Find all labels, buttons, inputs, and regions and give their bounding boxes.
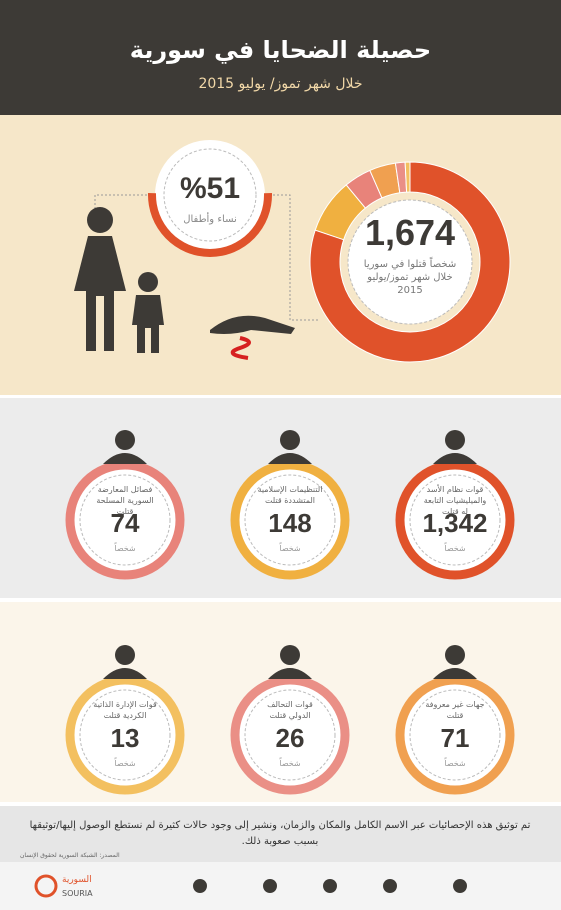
group-icon (280, 645, 300, 665)
group-value: 71 (410, 723, 500, 754)
group-unit: شخصاً (425, 544, 485, 553)
logo: السورية (62, 875, 92, 885)
group-value: 1,342 (410, 508, 500, 539)
title: حصيلة الضحايا في سورية (0, 36, 561, 64)
group-unit: شخصاً (95, 759, 155, 768)
footer-band (0, 862, 561, 910)
group-icon (115, 645, 135, 665)
share: %51 (155, 172, 265, 206)
note: تم توثيق هذه الإحصائيات عبر الاسم الكامل… (20, 818, 540, 850)
group-unit: شخصاً (425, 759, 485, 768)
group-value: 26 (245, 723, 335, 754)
group-name: التنظيمات الإسلامية المتشددة قتلت (255, 484, 325, 506)
subtitle: خلال شهر تموز/ يوليو 2015 (0, 76, 561, 92)
group-unit: شخصاً (95, 544, 155, 553)
group-value: 13 (80, 723, 170, 754)
group-unit: شخصاً (260, 544, 320, 553)
group-value: 148 (245, 508, 335, 539)
group-icon (115, 430, 135, 450)
group-value: 74 (80, 508, 170, 539)
group-icon (280, 430, 300, 450)
group-unit: شخصاً (260, 759, 320, 768)
total: 1,674 (340, 212, 480, 254)
logo: SOURIA (62, 889, 93, 898)
total-caption: شخصاً قتلوا في سوريا خلال شهر تموز/يوليو… (355, 258, 465, 297)
group-name: قوات الإدارة الذاتية الكردية قتلت (90, 699, 160, 721)
share-caption: نساء وأطفال (155, 214, 265, 225)
infographic: حصيلة الضحايا في سورية خلال شهر تموز/ يو… (0, 0, 561, 910)
group-name: قوات التحالف الدولي قتلت (255, 699, 325, 721)
source: المصدر: الشبكة السورية لحقوق الإنسان (20, 852, 540, 859)
group-icon (445, 430, 465, 450)
artwork (0, 0, 561, 910)
group-icon (445, 645, 465, 665)
group-name: جهات غير معروفة قتلت (420, 699, 490, 721)
